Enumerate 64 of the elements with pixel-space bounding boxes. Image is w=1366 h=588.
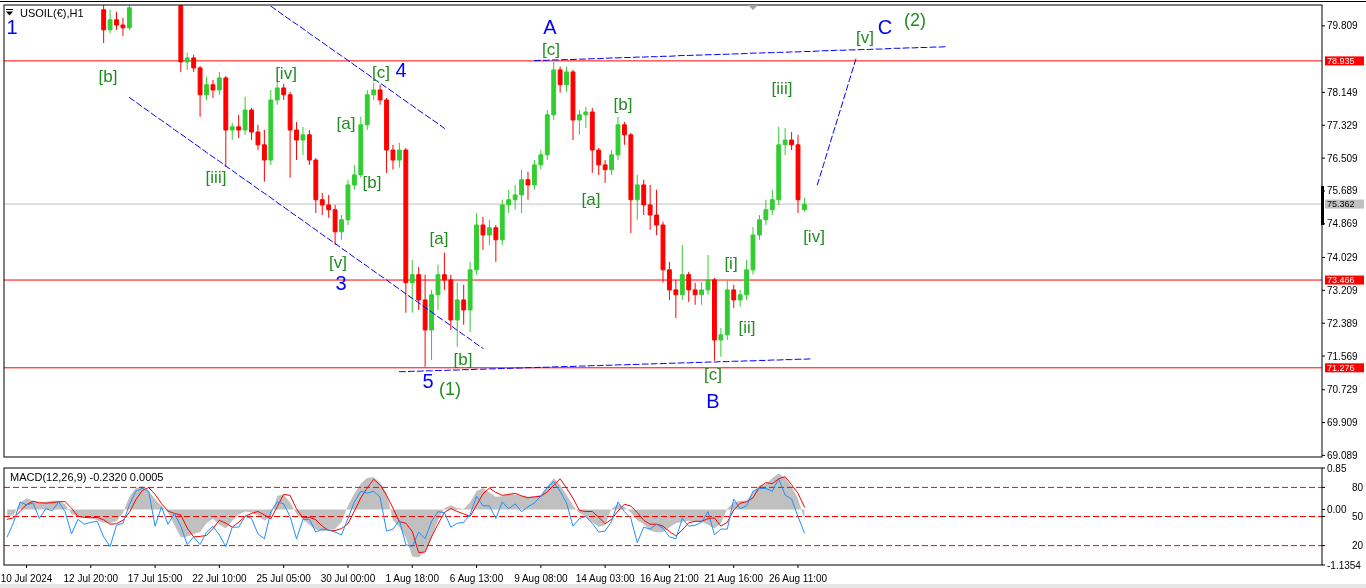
x-tick-label: 21 Aug 16:00 — [704, 572, 764, 584]
x-tick-label: 16 Aug 21:00 — [639, 572, 700, 584]
annotation: 1 — [6, 16, 18, 38]
y-tick-label: 71.569 — [1327, 350, 1359, 362]
x-tick-label: 25 Jul 05:00 — [256, 572, 312, 584]
annotation: [v] — [329, 252, 347, 272]
annotation: (2) — [904, 10, 926, 30]
x-tick-label: 17 Jul 15:00 — [127, 572, 183, 584]
y-tick-label: 74.869 — [1327, 218, 1359, 230]
annotation: [iv] — [803, 226, 825, 246]
x-tick-label: 9 Aug 08:00 — [514, 572, 568, 584]
annotation: 3 — [335, 272, 347, 294]
y-tick-label: 78.149 — [1327, 86, 1359, 98]
annotation: C — [877, 16, 893, 38]
ref-line-label: 71.276 — [1327, 362, 1355, 373]
y-tick-label: 69.909 — [1327, 417, 1359, 429]
y-tick-label: 77.329 — [1327, 119, 1359, 131]
annotation: A — [543, 16, 558, 38]
x-tick-label: 14 Aug 03:00 — [575, 572, 636, 584]
annotation: [b] — [453, 349, 473, 369]
annotation: [ii] — [738, 317, 756, 337]
annotation: [a] — [336, 113, 356, 133]
x-tick-label: 30 Jul 00:00 — [320, 572, 376, 584]
y-tick-label: 0.85 — [1327, 462, 1347, 474]
y2-tick-label: 80 — [1351, 481, 1364, 493]
y-tick-label: 73.209 — [1327, 284, 1359, 296]
x-tick-label: 26 Aug 11:00 — [768, 572, 828, 584]
annotation: [c] — [372, 62, 390, 82]
annotation: 4 — [395, 59, 407, 81]
ref-line-label: 75.362 — [1327, 199, 1355, 210]
annotation: [i] — [724, 253, 738, 273]
x-tick-label: 12 Jul 20:00 — [63, 572, 119, 584]
x-tick-label: 1 Aug 18:00 — [385, 572, 440, 584]
annotation: [v] — [856, 27, 874, 47]
annotation: B — [706, 390, 720, 412]
y-tick-label: 70.729 — [1327, 384, 1359, 396]
ref-line-label: 73.466 — [1327, 275, 1355, 286]
y-tick-label: 72.389 — [1327, 317, 1359, 329]
annotation: [c] — [542, 39, 560, 59]
annotation: [iv] — [275, 63, 297, 83]
annotation: [b] — [613, 94, 633, 114]
y-tick-label: -1.1354 — [1327, 559, 1362, 571]
annotation: 5 — [422, 370, 434, 392]
annotation: (1) — [439, 379, 461, 399]
ref-line-label: 78.935 — [1327, 55, 1355, 66]
y-tick-label: 74.029 — [1327, 251, 1359, 263]
x-tick-label: 22 Jul 10:00 — [192, 572, 248, 584]
y-tick-label: 69.089 — [1327, 449, 1359, 461]
x-tick-label: 10 Jul 2024 — [0, 572, 53, 584]
annotation: [iii] — [205, 167, 227, 187]
y-tick-label: 76.509 — [1327, 152, 1359, 164]
annotation: [b] — [362, 172, 382, 192]
annotation: [iii] — [771, 78, 793, 98]
annotation: [a] — [429, 228, 449, 248]
annotation: [c] — [704, 364, 722, 384]
y-tick-label: 79.809 — [1327, 20, 1359, 32]
chart-title: USOIL(€),H1 — [20, 7, 84, 19]
annotation: [b] — [98, 66, 118, 86]
annotation: [a] — [581, 189, 601, 209]
y-tick-label: 75.689 — [1327, 185, 1359, 197]
y2-tick-label: 50 — [1351, 511, 1364, 522]
x-tick-label: 6 Aug 13:00 — [449, 572, 504, 584]
y-tick-label: 0.00 — [1327, 504, 1347, 516]
y2-tick-label: 20 — [1351, 540, 1364, 552]
